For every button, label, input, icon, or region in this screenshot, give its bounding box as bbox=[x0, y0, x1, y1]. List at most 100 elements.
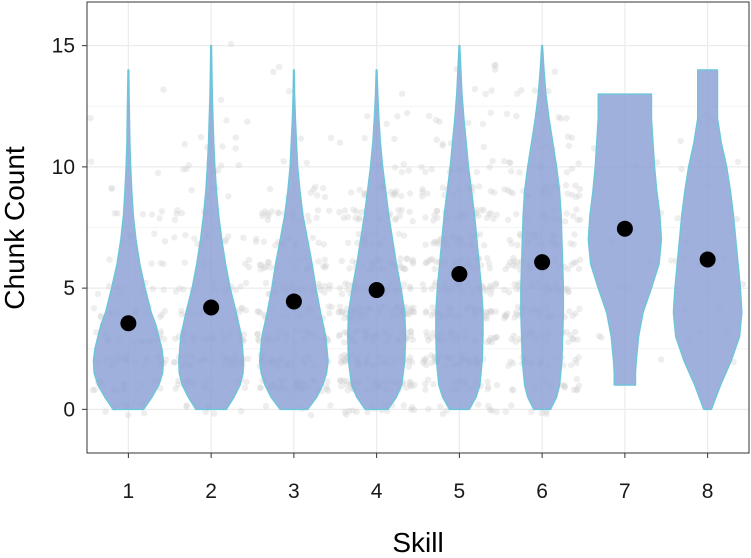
jitter-point bbox=[422, 380, 429, 388]
jitter-point bbox=[257, 384, 264, 391]
jitter-point bbox=[395, 207, 402, 214]
jitter-point bbox=[570, 212, 577, 220]
x-tick-label: 1 bbox=[123, 480, 135, 503]
jitter-point bbox=[240, 234, 247, 241]
jitter-point bbox=[427, 334, 434, 342]
jitter-point bbox=[225, 193, 232, 200]
jitter-point bbox=[344, 239, 352, 246]
jitter-point bbox=[173, 210, 180, 217]
jitter-point bbox=[487, 282, 494, 289]
jitter-point bbox=[125, 412, 132, 419]
jitter-point bbox=[338, 383, 345, 390]
jitter-point bbox=[407, 285, 414, 292]
violin-7 bbox=[587, 93, 663, 386]
jitter-point bbox=[568, 134, 575, 141]
jitter-point bbox=[422, 259, 429, 266]
jitter-point bbox=[436, 118, 443, 125]
jitter-point bbox=[178, 209, 185, 217]
jitter-point bbox=[507, 159, 514, 166]
jitter-point bbox=[488, 407, 496, 414]
jitter-point bbox=[434, 214, 441, 222]
jitter-point bbox=[483, 338, 491, 346]
jitter-point bbox=[340, 377, 347, 384]
jitter-point bbox=[501, 286, 508, 294]
y-tick-label: 5 bbox=[63, 277, 75, 300]
jitter-point bbox=[260, 238, 267, 245]
jitter-point bbox=[576, 192, 583, 199]
jitter-point bbox=[341, 207, 349, 214]
jitter-point bbox=[398, 206, 405, 214]
jitter-point bbox=[262, 280, 270, 287]
jitter-point bbox=[565, 338, 572, 346]
jitter-point bbox=[411, 381, 418, 389]
jitter-point bbox=[420, 359, 427, 367]
jitter-point bbox=[562, 182, 570, 189]
jitter-point bbox=[405, 363, 413, 370]
jitter-point bbox=[422, 241, 429, 248]
jitter-point bbox=[504, 310, 511, 317]
y-tick-label: 15 bbox=[52, 35, 75, 58]
jitter-point bbox=[486, 406, 494, 414]
jitter-point bbox=[421, 357, 429, 364]
jitter-point bbox=[485, 402, 492, 410]
jitter-point bbox=[576, 305, 583, 312]
jitter-point bbox=[567, 331, 574, 339]
jitter-point bbox=[405, 167, 412, 174]
jitter-point bbox=[338, 357, 345, 364]
jitter-point bbox=[356, 214, 363, 222]
jitter-point bbox=[572, 193, 580, 201]
jitter-point bbox=[573, 206, 580, 213]
jitter-point bbox=[484, 254, 491, 262]
jitter-point bbox=[105, 282, 113, 290]
violin-6 bbox=[520, 44, 565, 411]
jitter-point bbox=[423, 361, 430, 369]
jitter-point bbox=[238, 305, 245, 312]
jitter-point bbox=[321, 256, 328, 263]
jitter-point bbox=[425, 337, 432, 344]
jitter-point bbox=[407, 382, 414, 389]
jitter-point bbox=[409, 403, 416, 411]
jitter-point bbox=[433, 208, 441, 215]
jitter-point bbox=[485, 260, 493, 267]
jitter-point bbox=[336, 139, 344, 146]
violin-1 bbox=[92, 69, 165, 411]
jitter-point bbox=[492, 66, 499, 73]
jitter-point bbox=[569, 335, 576, 342]
jitter-point bbox=[575, 354, 582, 361]
jitter-point bbox=[336, 331, 344, 339]
jitter-point bbox=[400, 232, 408, 239]
jitter-point bbox=[733, 216, 741, 223]
jitter-point bbox=[157, 385, 164, 392]
jitter-point bbox=[162, 356, 170, 363]
jitter-point bbox=[570, 241, 577, 248]
jitter-point bbox=[422, 355, 430, 362]
jitter-point bbox=[178, 307, 185, 314]
jitter-point bbox=[335, 332, 343, 340]
jitter-point bbox=[505, 289, 513, 296]
jitter-point bbox=[171, 234, 178, 241]
jitter-point bbox=[479, 120, 487, 128]
jitter-point bbox=[358, 208, 365, 216]
jitter-point bbox=[407, 378, 414, 385]
jitter-point bbox=[563, 169, 571, 176]
jitter-point bbox=[564, 190, 571, 197]
jitter-point bbox=[568, 261, 575, 268]
jitter-point bbox=[491, 62, 498, 69]
jitter-point bbox=[492, 61, 499, 69]
jitter-point bbox=[487, 109, 494, 116]
jitter-point bbox=[513, 210, 520, 218]
jitter-point bbox=[439, 142, 446, 149]
jitter-point bbox=[215, 167, 222, 174]
jitter-point bbox=[439, 184, 446, 191]
jitter-point bbox=[572, 310, 579, 317]
jitter-point bbox=[570, 336, 577, 343]
jitter-point bbox=[191, 235, 198, 242]
jitter-point bbox=[255, 308, 262, 315]
jitter-point bbox=[244, 118, 251, 125]
jitter-point bbox=[473, 169, 480, 176]
jitter-point bbox=[254, 308, 261, 315]
jitter-point bbox=[406, 357, 413, 364]
jitter-point bbox=[183, 166, 190, 173]
jitter-point bbox=[387, 188, 395, 195]
jitter-point bbox=[391, 164, 399, 171]
